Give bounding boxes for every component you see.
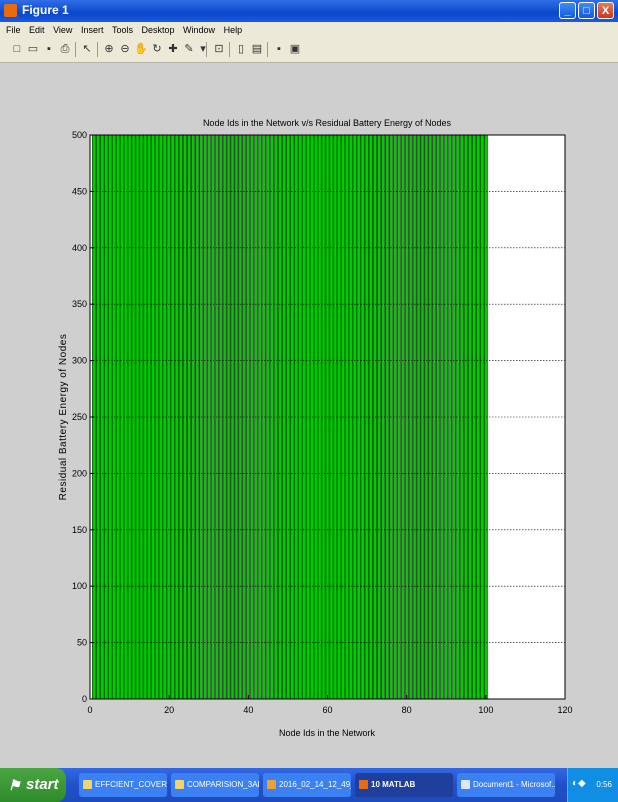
x-axis-label: Node Ids in the Network xyxy=(279,728,376,738)
x-tick-label: 40 xyxy=(243,705,253,715)
matlab-icon xyxy=(359,780,368,789)
windows-logo-icon: ⚑ xyxy=(8,777,21,793)
task-label: COMPARISION_3ALG... xyxy=(187,780,259,789)
edit-plot-icon[interactable]: ↖ xyxy=(82,43,92,55)
task-label: 2016_02_14_12_49_... xyxy=(279,780,351,789)
y-axis-label: Residual Battery Energy of Nodes xyxy=(58,334,69,501)
chart-title: Node Ids in the Network v/s Residual Bat… xyxy=(203,118,452,128)
toolbar-divider xyxy=(206,42,207,57)
task-label: 10 MATLAB xyxy=(371,780,416,789)
menu-tools[interactable]: Tools xyxy=(111,25,133,35)
menu-view[interactable]: View xyxy=(53,25,73,35)
clock: 0:56 xyxy=(596,780,612,789)
colorbar-icon[interactable]: ▯ xyxy=(237,43,245,55)
folder-icon xyxy=(83,780,92,789)
start-label: start xyxy=(26,776,59,793)
start-button[interactable]: ⚑ start xyxy=(0,768,66,802)
y-tick-label: 0 xyxy=(82,694,87,704)
system-tray: ◐◆ 0:56 xyxy=(567,768,618,802)
x-tick-label: 100 xyxy=(478,705,493,715)
x-tick-label: 0 xyxy=(87,705,92,715)
y-tick-label: 250 xyxy=(72,412,87,422)
print-icon[interactable]: ⎙ xyxy=(60,43,70,55)
folder-icon xyxy=(175,780,184,789)
brush-icon[interactable]: ✎ xyxy=(184,43,194,55)
window-titlebar: Figure 1 _ □ X xyxy=(0,0,618,22)
brush-dropdown-icon[interactable]: ▾ xyxy=(200,43,206,55)
x-tick-label: 120 xyxy=(557,705,572,715)
menu-edit[interactable]: Edit xyxy=(29,25,45,35)
java-icon xyxy=(267,780,276,789)
matlab-icon xyxy=(4,4,17,17)
menu-help[interactable]: Help xyxy=(223,25,243,35)
y-tick-label: 200 xyxy=(72,468,87,478)
task-document1[interactable]: Document1 - Microsof... xyxy=(457,773,555,797)
chart: 0 50 100 150 200 250 300 350 400 450 500 0 20 40 60 80… xyxy=(58,118,573,738)
zoom-in-icon[interactable]: ⊕ xyxy=(104,43,114,55)
hide-plot-tools-icon[interactable]: ▪ xyxy=(277,43,281,55)
toolbar-divider xyxy=(229,42,230,57)
toolbar-divider xyxy=(97,42,98,57)
x-tick-label: 60 xyxy=(322,705,332,715)
x-tick-label: 80 xyxy=(402,705,412,715)
x-tick-label: 20 xyxy=(164,705,174,715)
save-icon[interactable]: ▪ xyxy=(47,43,51,55)
task-java-file[interactable]: 2016_02_14_12_49_... xyxy=(263,773,351,797)
data-cursor-icon[interactable]: ✚ xyxy=(168,43,178,55)
y-tick-label: 450 xyxy=(72,186,87,196)
toolbar-divider xyxy=(267,42,268,57)
task-label: Document1 - Microsof... xyxy=(473,780,555,789)
open-file-icon[interactable]: ▭ xyxy=(27,43,39,55)
task-label: EFFCIENT_COVERAGE xyxy=(95,780,167,789)
y-tick-label: 300 xyxy=(72,356,87,366)
y-tick-label: 50 xyxy=(77,638,87,648)
zoom-out-icon[interactable]: ⊖ xyxy=(120,43,130,55)
figure-canvas: 0 50 100 150 200 250 300 350 400 450 500 0 20 40 60 80… xyxy=(0,63,618,767)
minimize-button[interactable]: _ xyxy=(559,2,576,19)
y-tick-label: 400 xyxy=(72,243,87,253)
link-plot-icon[interactable]: ⊡ xyxy=(214,43,224,55)
show-plot-tools-icon[interactable]: ▣ xyxy=(289,43,301,55)
rotate-icon[interactable]: ↻ xyxy=(152,43,162,55)
menu-file[interactable]: File xyxy=(6,25,21,35)
tray-icons[interactable]: ◐◆ xyxy=(572,778,586,789)
menu-window[interactable]: Window xyxy=(183,25,216,35)
toolbar-divider xyxy=(75,42,76,57)
y-tick-label: 500 xyxy=(72,130,87,140)
close-button[interactable]: X xyxy=(597,2,614,19)
y-tick-label: 150 xyxy=(72,525,87,535)
menu-bar: File Edit View Insert Tools Desktop Wind… xyxy=(0,22,618,38)
word-icon xyxy=(461,780,470,789)
grid-lines xyxy=(90,191,565,643)
y-tick-label: 100 xyxy=(72,581,87,591)
legend-icon[interactable]: ▤ xyxy=(251,43,263,55)
pan-icon[interactable]: ✋ xyxy=(134,43,148,55)
window-title: Figure 1 xyxy=(22,3,69,17)
y-axis: 0 50 100 150 200 250 300 350 400 450 500 xyxy=(72,130,94,704)
menu-insert[interactable]: Insert xyxy=(80,25,104,35)
task-comparision[interactable]: COMPARISION_3ALG... xyxy=(171,773,259,797)
figure-toolbar: □ ▭ ▪ ⎙ ↖ ⊕ ⊖ ✋ ↻ ✚ ✎ ▾ ⊡ ▯ ▤ ▪ ▣ xyxy=(0,38,618,63)
taskbar: ⚑ start EFFCIENT_COVERAGE COMPARISION_3A… xyxy=(0,768,618,802)
menu-desktop[interactable]: Desktop xyxy=(141,25,175,35)
y-tick-label: 350 xyxy=(72,299,87,309)
task-matlab[interactable]: 10 MATLAB xyxy=(355,773,453,797)
x-axis: 0 20 40 60 80 100 120 xyxy=(87,695,573,715)
maximize-button[interactable]: □ xyxy=(578,2,595,19)
task-efficient-coverage[interactable]: EFFCIENT_COVERAGE xyxy=(79,773,167,797)
new-figure-icon[interactable]: □ xyxy=(13,43,21,55)
